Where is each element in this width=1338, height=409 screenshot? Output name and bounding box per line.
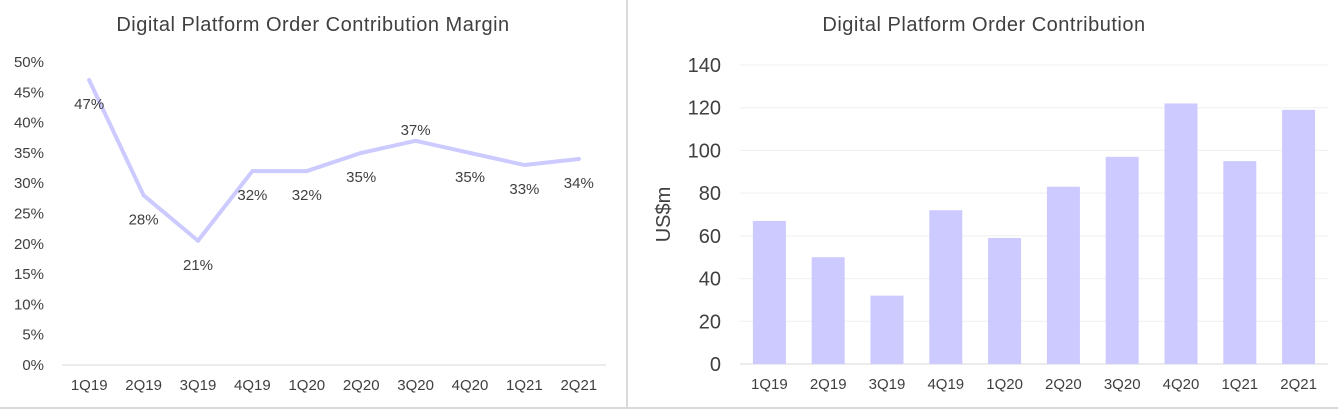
bar bbox=[1105, 156, 1139, 364]
y-tick-label: 20% bbox=[14, 236, 44, 253]
margin-chart-title: Digital Platform Order Contribution Marg… bbox=[116, 14, 510, 36]
y-axis-label: US$m bbox=[653, 187, 675, 243]
y-tick-label: 35% bbox=[14, 145, 44, 162]
y-tick-label: 15% bbox=[14, 266, 44, 283]
bar bbox=[811, 257, 845, 364]
data-label: 32% bbox=[237, 187, 267, 204]
y-tick-label: 50% bbox=[14, 54, 44, 71]
y-tick-label: 10% bbox=[14, 296, 44, 313]
y-tick-label: 45% bbox=[14, 84, 44, 101]
y-tick-label: 120 bbox=[688, 98, 721, 120]
data-label: 35% bbox=[346, 169, 376, 186]
y-tick-label: 0 bbox=[710, 354, 721, 376]
y-tick-label: 25% bbox=[14, 206, 44, 223]
data-point bbox=[304, 169, 309, 174]
data-point bbox=[196, 238, 200, 243]
x-tick-label: 2Q19 bbox=[810, 376, 847, 393]
y-tick-label: 0% bbox=[22, 357, 44, 374]
x-tick-label: 1Q19 bbox=[71, 377, 108, 394]
bar bbox=[1282, 109, 1316, 364]
y-tick-label: 20 bbox=[699, 311, 721, 333]
data-point bbox=[522, 163, 527, 168]
contribution-chart-panel: Digital Platform Order Contribution 0 20 4… bbox=[630, 0, 1338, 408]
x-tick-label: 2Q21 bbox=[1280, 376, 1317, 393]
margin-chart-panel: Digital Platform Order Contribution Marg… bbox=[0, 0, 628, 408]
x-tick-label: 1Q21 bbox=[1221, 376, 1258, 393]
y-tick-label: 40% bbox=[14, 115, 44, 132]
x-tick-label: 3Q20 bbox=[397, 377, 434, 394]
bar bbox=[752, 220, 786, 364]
x-tick-label: 1Q21 bbox=[506, 377, 543, 394]
x-tick-label: 3Q19 bbox=[180, 377, 217, 394]
data-point bbox=[413, 138, 418, 143]
y-tick-label: 100 bbox=[688, 140, 721, 162]
margin-series-line bbox=[87, 78, 581, 243]
margin-line-chart: 0% 5% 10% 15% 20% 25% 30% 35% 40% 45% 50% 1Q19 2Q19 3… bbox=[14, 54, 606, 394]
x-tick-label: 3Q20 bbox=[1104, 376, 1141, 393]
x-tick-label: 2Q21 bbox=[560, 377, 597, 394]
data-point bbox=[468, 150, 472, 155]
x-tick-label: 1Q20 bbox=[288, 377, 325, 394]
x-tick-label: 4Q20 bbox=[452, 377, 489, 394]
bar bbox=[1164, 103, 1198, 364]
data-label: 32% bbox=[292, 187, 322, 204]
bar bbox=[1046, 186, 1080, 364]
bottom-divider bbox=[0, 407, 1338, 409]
data-label: 47% bbox=[74, 96, 104, 113]
bar bbox=[929, 210, 963, 364]
x-tick-label: 2Q20 bbox=[1045, 376, 1082, 393]
contribution-chart-title: Digital Platform Order Contribution bbox=[822, 14, 1146, 36]
x-tick-label: 4Q20 bbox=[1163, 376, 1200, 393]
data-label: 34% bbox=[564, 175, 594, 192]
data-label: 21% bbox=[183, 257, 213, 274]
data-point bbox=[250, 169, 255, 174]
y-tick-label: 30% bbox=[14, 175, 44, 192]
data-point bbox=[359, 150, 364, 155]
contribution-bar-chart: 0 20 40 60 80 100 120 140 1Q19 2Q19 3Q19 4Q19 1Q20 2Q… bbox=[653, 55, 1328, 393]
data-label: 37% bbox=[401, 122, 431, 139]
data-label: 35% bbox=[455, 169, 485, 186]
data-point bbox=[576, 156, 581, 161]
data-label: 28% bbox=[129, 211, 159, 228]
x-tick-label: 4Q19 bbox=[927, 376, 964, 393]
y-tick-label: 40 bbox=[699, 269, 721, 291]
data-point bbox=[141, 193, 146, 198]
y-tick-label: 140 bbox=[688, 55, 721, 77]
x-tick-label: 1Q20 bbox=[986, 376, 1023, 393]
x-tick-label: 1Q19 bbox=[751, 376, 788, 393]
x-tick-label: 2Q20 bbox=[343, 377, 380, 394]
x-tick-label: 3Q19 bbox=[869, 376, 906, 393]
bar bbox=[988, 237, 1022, 364]
x-tick-label: 4Q19 bbox=[234, 377, 271, 394]
bar bbox=[870, 295, 904, 364]
y-tick-label: 80 bbox=[699, 183, 721, 205]
bar bbox=[1223, 161, 1257, 364]
data-point bbox=[87, 78, 92, 83]
y-tick-label: 60 bbox=[699, 226, 721, 248]
y-tick-label: 5% bbox=[22, 327, 44, 344]
data-label: 33% bbox=[509, 181, 539, 198]
x-tick-label: 2Q19 bbox=[125, 377, 162, 394]
